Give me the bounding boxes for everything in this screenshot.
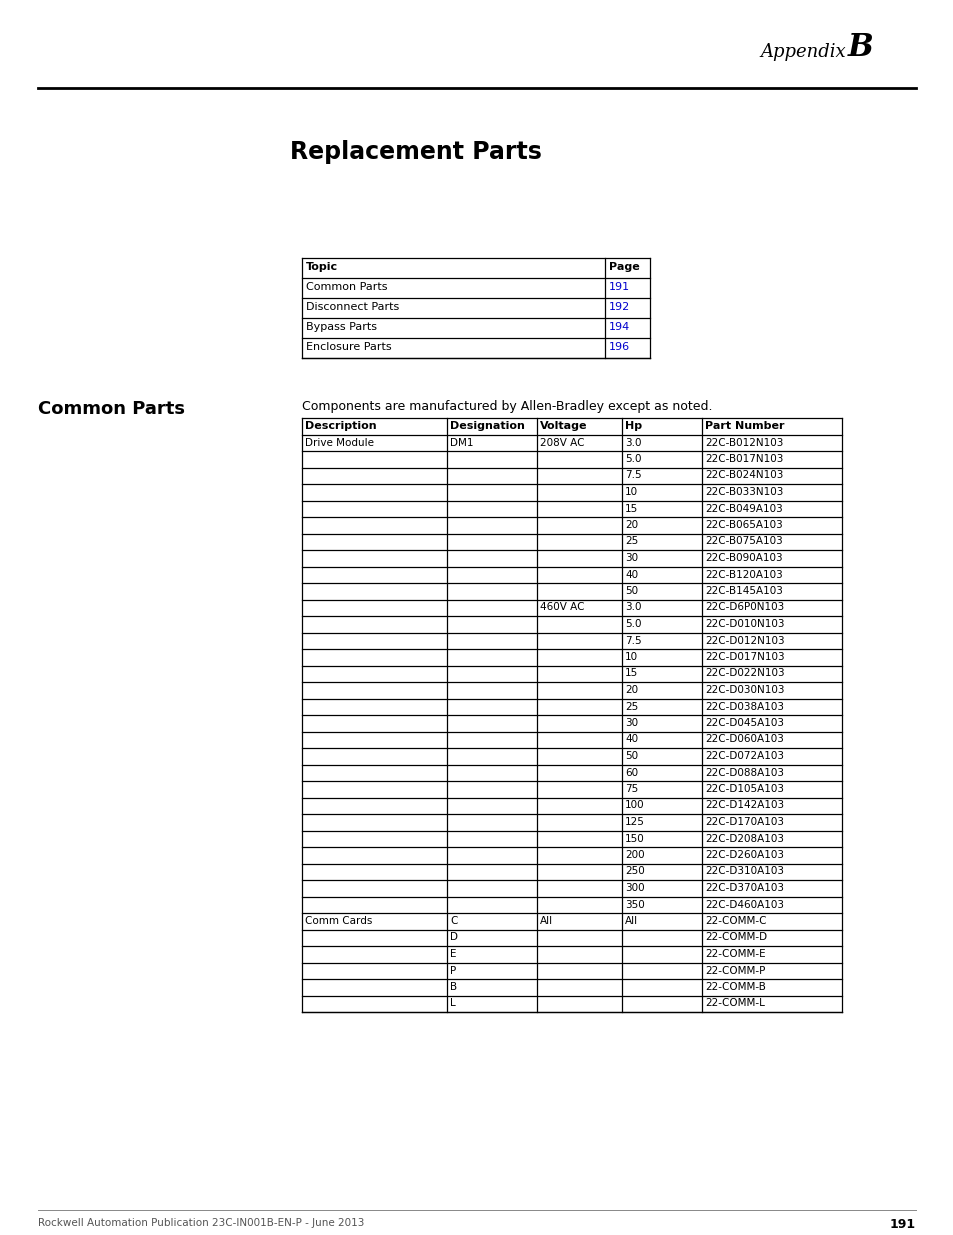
Text: 22-COMM-B: 22-COMM-B bbox=[704, 982, 765, 992]
Text: 22C-D6P0N103: 22C-D6P0N103 bbox=[704, 603, 783, 613]
Text: 22C-D310A103: 22C-D310A103 bbox=[704, 867, 783, 877]
Text: 22C-D142A103: 22C-D142A103 bbox=[704, 800, 783, 810]
Text: Description: Description bbox=[305, 421, 376, 431]
Text: 22C-D370A103: 22C-D370A103 bbox=[704, 883, 783, 893]
Text: 10: 10 bbox=[624, 652, 638, 662]
Text: 22C-B145A103: 22C-B145A103 bbox=[704, 585, 782, 597]
Text: 3.0: 3.0 bbox=[624, 437, 640, 447]
Text: 22C-B012N103: 22C-B012N103 bbox=[704, 437, 782, 447]
Text: 191: 191 bbox=[889, 1218, 915, 1231]
Text: DM1: DM1 bbox=[450, 437, 473, 447]
Text: 30: 30 bbox=[624, 553, 638, 563]
Text: 7.5: 7.5 bbox=[624, 636, 641, 646]
Text: 20: 20 bbox=[624, 520, 638, 530]
Text: 50: 50 bbox=[624, 585, 638, 597]
Text: 22C-B049A103: 22C-B049A103 bbox=[704, 504, 781, 514]
Text: 191: 191 bbox=[608, 282, 630, 291]
Text: Components are manufactured by Allen-Bradley except as noted.: Components are manufactured by Allen-Bra… bbox=[302, 400, 712, 412]
Text: 22-COMM-C: 22-COMM-C bbox=[704, 916, 765, 926]
Text: D: D bbox=[450, 932, 457, 942]
Text: 200: 200 bbox=[624, 850, 644, 860]
Text: 22C-D017N103: 22C-D017N103 bbox=[704, 652, 783, 662]
Text: 22C-D260A103: 22C-D260A103 bbox=[704, 850, 783, 860]
Text: 194: 194 bbox=[608, 322, 630, 332]
Text: Designation: Designation bbox=[450, 421, 524, 431]
Text: Disconnect Parts: Disconnect Parts bbox=[306, 303, 399, 312]
Text: B: B bbox=[450, 982, 456, 992]
Text: 22-COMM-P: 22-COMM-P bbox=[704, 966, 764, 976]
Text: Voltage: Voltage bbox=[539, 421, 587, 431]
Text: 20: 20 bbox=[624, 685, 638, 695]
Text: 40: 40 bbox=[624, 735, 638, 745]
Text: Drive Module: Drive Module bbox=[305, 437, 374, 447]
Text: 60: 60 bbox=[624, 767, 638, 778]
Text: 40: 40 bbox=[624, 569, 638, 579]
Text: E: E bbox=[450, 948, 456, 960]
Text: 22-COMM-D: 22-COMM-D bbox=[704, 932, 766, 942]
Text: C: C bbox=[450, 916, 456, 926]
Text: Hp: Hp bbox=[624, 421, 641, 431]
Text: 100: 100 bbox=[624, 800, 644, 810]
Text: Topic: Topic bbox=[306, 262, 337, 272]
Text: 25: 25 bbox=[624, 536, 638, 547]
Text: P: P bbox=[450, 966, 456, 976]
Text: 15: 15 bbox=[624, 504, 638, 514]
Text: 50: 50 bbox=[624, 751, 638, 761]
Text: Replacement Parts: Replacement Parts bbox=[290, 140, 541, 164]
Text: 150: 150 bbox=[624, 834, 644, 844]
Text: Enclosure Parts: Enclosure Parts bbox=[306, 342, 392, 352]
Text: 22C-B017N103: 22C-B017N103 bbox=[704, 454, 782, 464]
Text: 75: 75 bbox=[624, 784, 638, 794]
Text: Comm Cards: Comm Cards bbox=[305, 916, 372, 926]
Text: 208V AC: 208V AC bbox=[539, 437, 584, 447]
Text: Page: Page bbox=[608, 262, 639, 272]
Text: 22C-D038A103: 22C-D038A103 bbox=[704, 701, 783, 711]
Text: 3.0: 3.0 bbox=[624, 603, 640, 613]
Text: 196: 196 bbox=[608, 342, 630, 352]
Text: 125: 125 bbox=[624, 818, 644, 827]
Text: All: All bbox=[539, 916, 553, 926]
Text: 15: 15 bbox=[624, 668, 638, 678]
Text: 22C-D208A103: 22C-D208A103 bbox=[704, 834, 783, 844]
Text: 7.5: 7.5 bbox=[624, 471, 641, 480]
Text: 5.0: 5.0 bbox=[624, 454, 640, 464]
Text: 22C-D010N103: 22C-D010N103 bbox=[704, 619, 783, 629]
Text: Part Number: Part Number bbox=[704, 421, 783, 431]
Text: 22-COMM-E: 22-COMM-E bbox=[704, 948, 765, 960]
Text: B: B bbox=[847, 32, 873, 63]
Text: 22C-B120A103: 22C-B120A103 bbox=[704, 569, 781, 579]
Text: Common Parts: Common Parts bbox=[38, 400, 185, 417]
Text: 22C-D060A103: 22C-D060A103 bbox=[704, 735, 783, 745]
Text: 250: 250 bbox=[624, 867, 644, 877]
Text: Bypass Parts: Bypass Parts bbox=[306, 322, 376, 332]
Text: All: All bbox=[624, 916, 638, 926]
Text: 22C-D072A103: 22C-D072A103 bbox=[704, 751, 783, 761]
Text: 22C-B024N103: 22C-B024N103 bbox=[704, 471, 782, 480]
Text: 22C-D045A103: 22C-D045A103 bbox=[704, 718, 783, 727]
Text: 22C-D012N103: 22C-D012N103 bbox=[704, 636, 783, 646]
Text: 25: 25 bbox=[624, 701, 638, 711]
Text: 5.0: 5.0 bbox=[624, 619, 640, 629]
Text: 22C-B090A103: 22C-B090A103 bbox=[704, 553, 781, 563]
Text: 10: 10 bbox=[624, 487, 638, 496]
Text: 22C-D030N103: 22C-D030N103 bbox=[704, 685, 783, 695]
Text: Rockwell Automation Publication 23C-IN001B-EN-P - June 2013: Rockwell Automation Publication 23C-IN00… bbox=[38, 1218, 364, 1228]
Text: 22C-D170A103: 22C-D170A103 bbox=[704, 818, 783, 827]
Text: 22C-D022N103: 22C-D022N103 bbox=[704, 668, 783, 678]
Text: 350: 350 bbox=[624, 899, 644, 909]
Text: 22C-D460A103: 22C-D460A103 bbox=[704, 899, 783, 909]
Text: 22C-D105A103: 22C-D105A103 bbox=[704, 784, 783, 794]
Text: 22C-D088A103: 22C-D088A103 bbox=[704, 767, 783, 778]
Text: 22C-B075A103: 22C-B075A103 bbox=[704, 536, 781, 547]
Text: 192: 192 bbox=[608, 303, 630, 312]
Text: Common Parts: Common Parts bbox=[306, 282, 387, 291]
Text: 300: 300 bbox=[624, 883, 644, 893]
Text: 22-COMM-L: 22-COMM-L bbox=[704, 999, 764, 1009]
Text: Appendix: Appendix bbox=[760, 43, 850, 61]
Text: 22C-B065A103: 22C-B065A103 bbox=[704, 520, 781, 530]
Text: 460V AC: 460V AC bbox=[539, 603, 584, 613]
Text: 22C-B033N103: 22C-B033N103 bbox=[704, 487, 782, 496]
Text: 30: 30 bbox=[624, 718, 638, 727]
Text: L: L bbox=[450, 999, 456, 1009]
